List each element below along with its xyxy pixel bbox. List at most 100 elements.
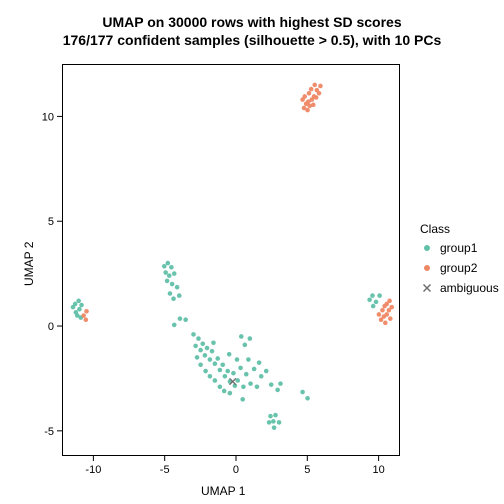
scatter-point <box>162 264 167 269</box>
x-axis-label: UMAP 1 <box>201 484 245 498</box>
scatter-point <box>243 343 248 348</box>
scatter-point <box>166 261 171 266</box>
scatter-point <box>208 374 213 379</box>
scatter-point <box>223 374 228 379</box>
scatter-point <box>222 389 227 394</box>
scatter-point <box>172 271 177 276</box>
scatter-point <box>374 300 379 305</box>
scatter-point <box>380 308 385 313</box>
scatter-point <box>273 413 278 418</box>
plot-panel <box>62 64 400 456</box>
legend-label: group1 <box>440 241 477 255</box>
scatter-point <box>84 317 89 322</box>
scatter-point <box>172 323 177 328</box>
y-tick-label: 5 <box>48 216 54 228</box>
scatter-point <box>183 317 188 322</box>
scatter-point <box>384 312 389 317</box>
scatter-point <box>196 336 201 341</box>
scatter-point <box>244 372 249 377</box>
legend-item-group2: group2 <box>420 260 477 276</box>
scatter-point <box>240 397 245 402</box>
scatter-point <box>257 360 262 365</box>
scatter-point <box>238 366 243 371</box>
scatter-point <box>278 381 283 386</box>
scatter-point <box>198 362 203 367</box>
scatter-point <box>312 83 317 88</box>
scatter-point <box>213 378 218 383</box>
scatter-point <box>205 346 210 351</box>
scatter-point <box>305 396 310 401</box>
scatter-point <box>387 299 392 304</box>
legend-title: Class <box>420 222 450 236</box>
scatter-point <box>73 302 78 307</box>
scatter-point <box>311 103 316 108</box>
scatter-point <box>367 297 372 302</box>
y-tick-label: -5 <box>44 426 54 438</box>
scatter-point <box>252 367 257 372</box>
scatter-point <box>175 285 180 290</box>
scatter-point <box>191 332 196 337</box>
scatter-point <box>170 282 175 287</box>
scatter-point <box>77 307 82 312</box>
scatter-point <box>259 374 264 379</box>
scatter-point <box>218 368 223 373</box>
scatter-point <box>267 420 272 425</box>
scatter-point <box>305 108 310 113</box>
y-tick-label: 0 <box>48 321 54 333</box>
scatter-point <box>246 357 251 362</box>
scatter-point <box>269 382 274 387</box>
scatter-point <box>227 352 232 357</box>
scatter-point <box>213 361 218 366</box>
ambiguous-swatch-icon <box>420 281 434 295</box>
y-axis-label: UMAP 2 <box>22 242 36 286</box>
legend-label: group2 <box>440 261 477 275</box>
scatter-point <box>178 316 183 321</box>
scatter-point <box>300 390 305 395</box>
plot-svg <box>63 65 401 457</box>
scatter-point <box>314 95 319 100</box>
scatter-point <box>211 340 216 345</box>
scatter-point <box>318 84 323 89</box>
scatter-point <box>268 414 273 419</box>
y-tick-label: 10 <box>42 111 54 123</box>
scatter-point <box>208 357 213 362</box>
scatter-point <box>210 349 215 354</box>
scatter-point <box>171 296 176 301</box>
scatter-point <box>389 305 394 310</box>
scatter-point <box>79 303 84 308</box>
scatter-point <box>81 313 86 318</box>
legend-item-group1: group1 <box>420 240 477 256</box>
scatter-point <box>225 369 230 374</box>
scatter-point <box>228 391 233 396</box>
group1-swatch-icon <box>420 241 434 255</box>
scatter-point <box>169 265 174 270</box>
legend-label: ambiguous <box>440 281 499 295</box>
scatter-point <box>277 420 282 425</box>
x-tick-label: -5 <box>160 464 170 476</box>
umap-scatter-figure: UMAP on 30000 rows with highest SD score… <box>0 0 504 504</box>
scatter-point <box>307 91 312 96</box>
scatter-point <box>371 304 376 309</box>
title-line-1: UMAP on 30000 rows with highest SD score… <box>0 14 504 30</box>
scatter-point <box>383 321 388 326</box>
scatter-point <box>241 384 246 389</box>
scatter-point <box>177 293 182 298</box>
scatter-point <box>76 299 81 304</box>
scatter-point <box>167 273 172 278</box>
scatter-point <box>377 293 382 298</box>
scatter-point <box>84 309 89 314</box>
x-tick-label: -10 <box>85 464 101 476</box>
legend-item-ambiguous: ambiguous <box>420 280 499 296</box>
group2-swatch-icon <box>420 261 434 275</box>
scatter-point <box>198 348 203 353</box>
x-tick-label: 0 <box>233 464 239 476</box>
scatter-point <box>264 369 269 374</box>
scatter-point <box>220 362 225 367</box>
scatter-point <box>370 293 375 298</box>
scatter-point <box>248 381 253 386</box>
scatter-point <box>248 336 253 341</box>
scatter-point <box>275 388 280 393</box>
scatter-point <box>302 94 307 99</box>
scatter-point <box>309 87 314 92</box>
scatter-point <box>163 270 168 275</box>
